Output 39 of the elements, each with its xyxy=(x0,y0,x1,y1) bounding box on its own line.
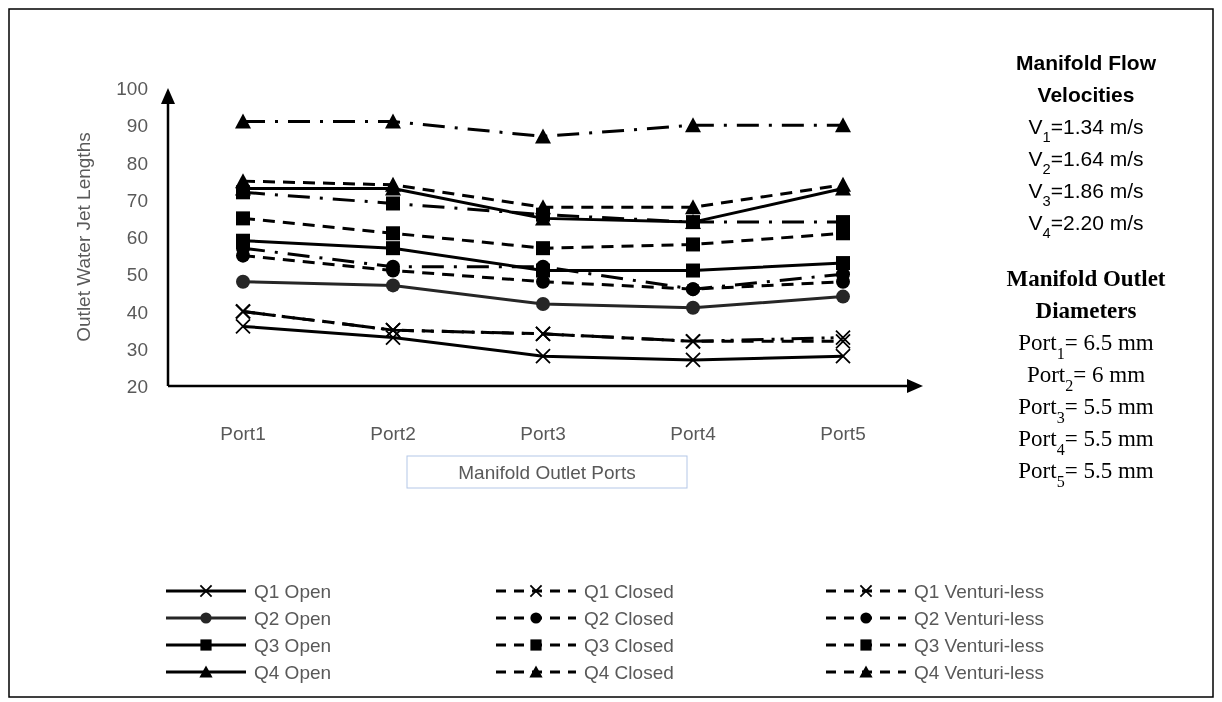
x-tick-label: Port2 xyxy=(370,423,416,444)
x-tick-label: Port3 xyxy=(520,423,566,444)
legend-label: Q1 Closed xyxy=(584,581,674,602)
y-tick-label: 70 xyxy=(126,189,148,211)
text: V$_{4}$=2.20 m/s xyxy=(1028,211,1144,241)
y-tick-label: 100 xyxy=(116,78,148,99)
y-tick-label: 90 xyxy=(126,115,148,137)
y-tick-label: 80 xyxy=(126,152,148,174)
legend-label: Q1 Open xyxy=(254,581,332,602)
text: Manifold Flow Velocities xyxy=(1016,51,1157,106)
x-tick-label: Port1 xyxy=(220,423,266,444)
y-axis-title: Outlet Water Jet Lengths xyxy=(73,132,94,342)
legend-label: Q3 Closed xyxy=(584,635,674,656)
y-tick-label: 60 xyxy=(126,227,148,248)
legend-label: Q2 Open xyxy=(254,608,332,629)
x-tick-label: Port5 xyxy=(820,423,866,444)
y-tick-label: 20 xyxy=(126,376,148,397)
text: Port$_{2}$= 6 mm xyxy=(1026,362,1146,394)
legend-label: Q3 Open xyxy=(254,635,332,656)
text: Port$_{3}$= 5.5 mm xyxy=(1018,394,1154,426)
x-tick-label: Port4 xyxy=(670,423,717,444)
legend-label: Q3 Venturi-less xyxy=(914,635,1044,656)
legend-label: Q2 Venturi-less xyxy=(914,608,1044,629)
text: V$_{1}$=1.34 m/s xyxy=(1028,115,1144,145)
text: V$_{3}$=1.86 m/s xyxy=(1028,179,1144,209)
legend-label: Q4 Open xyxy=(254,662,332,683)
x-axis-title: Manifold Outlet Ports xyxy=(458,462,636,483)
text: Port$_{1}$= 6.5 mm xyxy=(1018,330,1154,362)
text: Port$_{5}$= 5.5 mm xyxy=(1018,458,1154,490)
y-tick-label: 30 xyxy=(126,338,148,360)
y-tick-label: 50 xyxy=(126,264,148,286)
text: Manifold Outlet Diameters xyxy=(1006,266,1166,323)
text: Port$_{4}$= 5.5 mm xyxy=(1018,426,1154,458)
y-tick-label: 40 xyxy=(126,301,148,323)
legend-label: Q4 Venturi-less xyxy=(914,662,1044,683)
legend-label: Q1 Venturi-less xyxy=(914,581,1044,602)
legend-label: Q4 Closed xyxy=(584,662,674,683)
text: V$_{2}$=1.64 m/s xyxy=(1028,147,1144,177)
legend-label: Q2 Closed xyxy=(584,608,674,629)
